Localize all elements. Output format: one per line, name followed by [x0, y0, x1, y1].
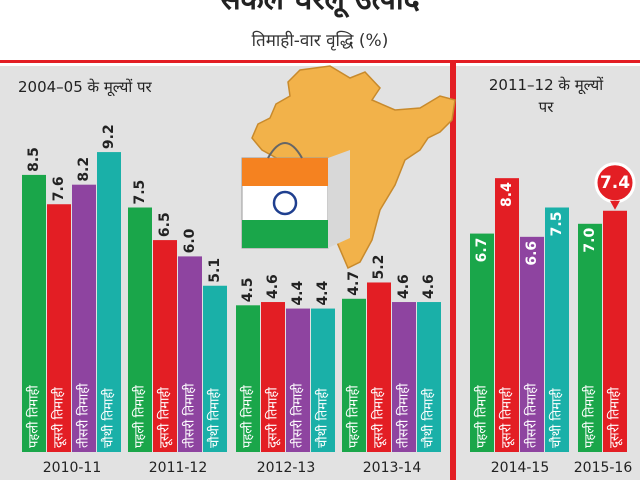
quarter-label: पहली तिमाही — [132, 385, 148, 448]
value-label: 7.4 — [600, 173, 630, 193]
quarter-label: चौथी तिमाही — [315, 388, 331, 448]
highlight-bubble-tail — [610, 200, 620, 210]
quarter-label: दूसरी तिमाही — [157, 387, 173, 448]
quarter-label: दूसरी तिमाही — [51, 387, 67, 448]
quarter-label: दूसरी तिमाही — [499, 387, 515, 448]
chart-subtitle: तिमाही-वार वृद्धि (%) — [251, 31, 389, 51]
value-label: 4.5 — [240, 277, 256, 302]
value-label: 5.1 — [207, 258, 223, 283]
value-label: 9.2 — [101, 124, 117, 149]
bar-2012-13-q3 — [286, 308, 310, 452]
value-label: 7.6 — [51, 176, 67, 201]
panel-separator — [450, 62, 456, 480]
panel-label-2011-12: 2011–12 के मूल्यों पर — [488, 76, 604, 116]
quarter-label: दूसरी तिमाही — [371, 387, 387, 448]
value-label: 6.7 — [474, 238, 490, 263]
bar-2015-16-q1 — [578, 223, 602, 452]
quarter-label: चौथी तिमाही — [101, 388, 117, 448]
bar-2011-12-q4 — [203, 285, 227, 452]
value-label: 8.5 — [26, 147, 42, 172]
quarter-label: पहली तिमाही — [240, 385, 256, 448]
value-label: 6.0 — [182, 228, 198, 253]
quarter-label: चौथी तिमाही — [549, 388, 565, 448]
bar-2013-14-q2 — [367, 282, 391, 452]
value-label: 7.0 — [582, 228, 598, 253]
bar-2013-14-q1 — [342, 298, 366, 452]
x-tick-label: 2011-12 — [149, 460, 208, 476]
header-rule — [0, 60, 640, 63]
bar-2013-14-q3 — [392, 302, 416, 452]
value-label: 4.6 — [421, 274, 437, 299]
bar-2011-12-q1 — [128, 207, 152, 452]
quarter-label: दूसरी तिमाही — [607, 387, 623, 448]
bar-2014-15-q2 — [495, 178, 519, 452]
value-label: 7.5 — [132, 180, 148, 205]
quarter-label: तीसरी तिमाही — [182, 383, 198, 448]
quarter-label: दूसरी तिमाही — [265, 387, 281, 448]
value-label: 7.5 — [549, 212, 565, 237]
bar-2012-13-q4 — [311, 308, 335, 452]
value-label: 8.4 — [499, 182, 515, 207]
value-label: 4.7 — [346, 271, 362, 296]
value-label: 6.5 — [157, 212, 173, 237]
value-label: 5.2 — [371, 255, 387, 280]
bar-2011-12-q2 — [153, 240, 177, 452]
bar-2011-12-q3 — [178, 256, 202, 452]
bar-2015-16-q2 — [603, 210, 627, 452]
bar-2013-14-q4 — [417, 302, 441, 452]
quarter-label: तीसरी तिमाही — [76, 383, 92, 448]
quarter-label: तीसरी तिमाही — [290, 383, 306, 448]
bar-2010-11-q3 — [72, 184, 96, 452]
value-label: 4.4 — [290, 281, 306, 306]
shopping-bag-icon — [241, 142, 350, 249]
value-label: 6.6 — [524, 241, 540, 266]
quarter-label: पहली तिमाही — [582, 385, 598, 448]
quarter-label: पहली तिमाही — [26, 385, 42, 448]
bar-2014-15-q1 — [470, 233, 494, 452]
bar-2010-11-q1 — [22, 174, 46, 452]
value-label: 4.6 — [396, 274, 412, 299]
quarter-label: चौथी तिमाही — [207, 388, 223, 448]
x-tick-label: 2015-16 — [574, 460, 633, 476]
x-tick-label: 2012-13 — [257, 460, 316, 476]
bar-2010-11-q2 — [47, 204, 71, 452]
value-label: 8.2 — [76, 157, 92, 182]
quarter-label: चौथी तिमाही — [421, 388, 437, 448]
quarter-label: पहली तिमाही — [346, 385, 362, 448]
india-map-icon — [251, 65, 456, 270]
x-tick-label: 2013-14 — [363, 460, 422, 476]
quarter-label: तीसरी तिमाही — [396, 383, 412, 448]
bar-2010-11-q4 — [97, 152, 121, 452]
value-label: 4.6 — [265, 274, 281, 299]
bar-2012-13-q2 — [261, 302, 285, 452]
quarter-label: पहली तिमाही — [474, 385, 490, 448]
bar-2014-15-q4 — [545, 207, 569, 452]
panel-label-2004-05: 2004–05 के मूल्यों पर — [18, 78, 152, 96]
x-tick-label: 2010-11 — [43, 460, 102, 476]
bar-2012-13-q1 — [236, 305, 260, 452]
x-tick-label: 2014-15 — [491, 460, 550, 476]
bar-2014-15-q3 — [520, 236, 544, 452]
chart-title: सकल घरेलू उत्पाद — [120, 0, 520, 15]
value-label: 4.4 — [315, 281, 331, 306]
quarter-label: तीसरी तिमाही — [524, 383, 540, 448]
